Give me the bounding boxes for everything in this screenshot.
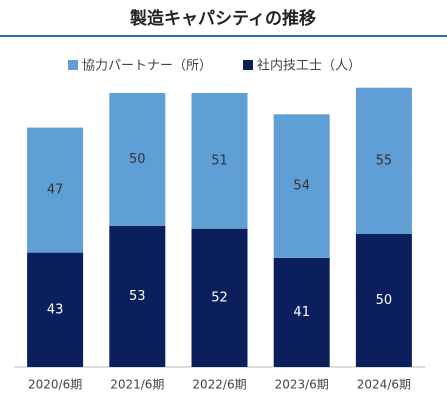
x-tick-label: 2021/6期 [110,378,164,392]
bar-segment [27,252,84,367]
legend-label: 社内技工士（人） [257,58,361,74]
bar-segment [109,93,166,227]
value-label: 51 [211,153,228,168]
bar-segment [355,234,412,367]
bar-segment [191,228,248,367]
bar-segment [109,226,166,367]
chart-title: 製造キャパシティの推移 [129,8,316,29]
x-tick-label: 2024/6期 [357,378,411,392]
bar-segment [27,127,84,253]
value-label: 41 [293,305,310,320]
bar-segment [191,93,248,229]
bar-segment [355,87,412,234]
x-tick-label: 2020/6期 [28,378,82,392]
value-label: 50 [129,152,146,167]
value-label: 50 [376,293,393,308]
value-label: 53 [129,289,146,304]
value-label: 47 [47,183,64,198]
legend-swatch [68,60,78,70]
value-label: 54 [293,179,310,194]
legend-label: 協力パートナー（所） [82,59,212,74]
bar-segment [273,257,330,367]
bar-segment [273,114,330,258]
value-label: 52 [211,290,228,305]
legend-swatch [243,60,253,70]
x-tick-label: 2022/6期 [192,378,246,392]
value-label: 55 [376,153,393,168]
x-tick-label: 2023/6期 [275,378,329,392]
value-label: 43 [47,302,64,317]
